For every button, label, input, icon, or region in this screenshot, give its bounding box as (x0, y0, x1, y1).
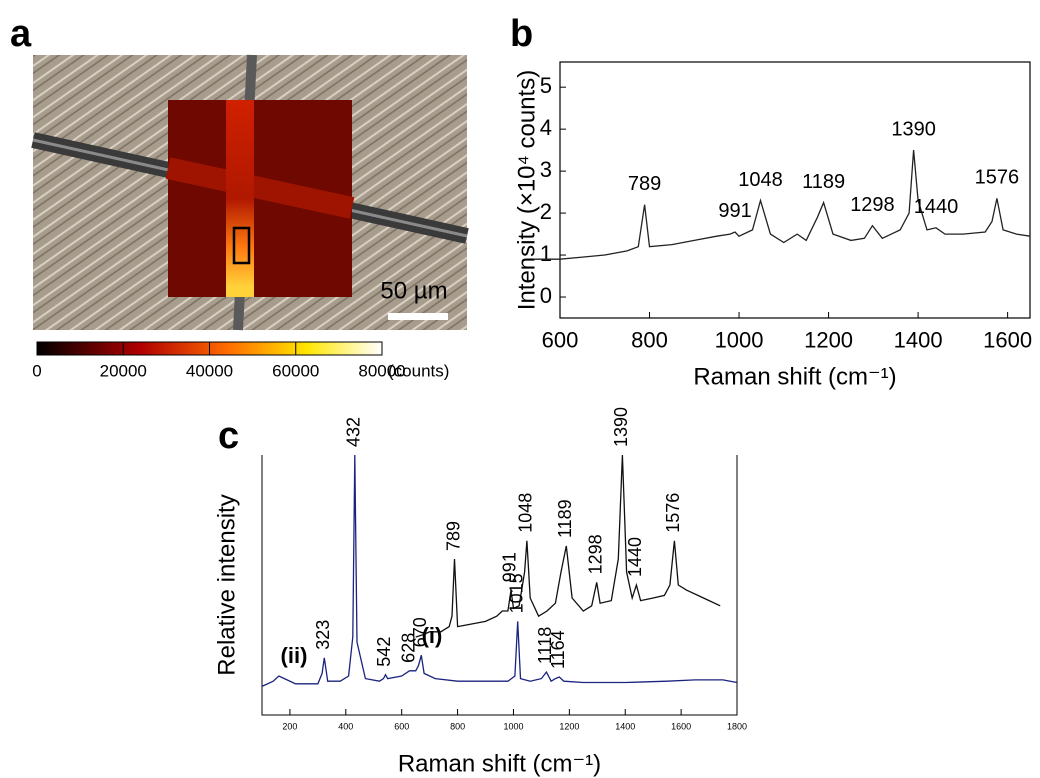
peak-label: 1048 (738, 169, 783, 191)
colorbar-tick-label: 20000 (100, 361, 147, 380)
colorbar-tick-label: 40000 (186, 361, 233, 380)
y-axis-label: Relative intensity (213, 494, 240, 675)
x-tick-label: 600 (394, 721, 409, 731)
peak-label: 432 (344, 417, 364, 447)
y-tick-label: 2 (540, 199, 552, 224)
peak-label: 1048 (516, 493, 536, 533)
peak-label: 1164 (548, 630, 568, 669)
peak-label: 789 (443, 521, 463, 551)
y-tick-label: 3 (540, 157, 552, 182)
peak-label: 323 (313, 620, 333, 650)
x-tick-label: 1200 (804, 328, 853, 353)
peak-label: 1015 (506, 573, 526, 613)
peak-label: 1298 (850, 194, 895, 216)
scale-bar-label: 50 µm (380, 277, 447, 304)
x-tick-label: 1000 (503, 721, 523, 731)
peak-label: 1576 (663, 493, 683, 533)
x-axis-label: Raman shift (cm⁻¹) (398, 750, 601, 777)
x-tick-label: 800 (450, 721, 465, 731)
colorbar-unit: (counts) (388, 361, 449, 380)
colorbar-tick-label: 60000 (272, 361, 319, 380)
peak-label: 1576 (975, 167, 1020, 189)
x-tick-label: 200 (282, 721, 297, 731)
y-tick-label: 1 (540, 241, 552, 266)
peak-label: 1298 (585, 534, 605, 574)
peak-label: 991 (718, 200, 751, 222)
y-axis-label: Intensity (×10⁴ counts) (513, 70, 540, 310)
peak-label: 1440 (914, 196, 959, 218)
x-tick-label: 1800 (727, 721, 747, 731)
x-tick-label: 600 (542, 328, 579, 353)
x-tick-label: 1600 (983, 328, 1032, 353)
x-tick-label: 1600 (671, 721, 691, 731)
peak-label: 670 (410, 617, 430, 647)
peak-label: 1440 (625, 537, 645, 577)
peak-label: 1189 (555, 499, 575, 538)
peak-label: 1390 (611, 407, 631, 447)
x-tick-label: 1000 (715, 328, 764, 353)
x-axis-label: Raman shift (cm⁻¹) (693, 363, 896, 390)
colorbar-tick-label: 0 (32, 361, 41, 380)
y-tick-label: 0 (540, 283, 552, 308)
y-tick-label: 4 (540, 115, 552, 140)
peak-label: 1189 (802, 171, 845, 193)
panel-letter: a (10, 13, 32, 55)
y-tick-label: 5 (540, 73, 552, 98)
x-tick-label: 1400 (615, 721, 635, 731)
x-tick-label: 1200 (559, 721, 579, 731)
peak-label: 1390 (891, 118, 936, 140)
x-tick-label: 800 (631, 328, 668, 353)
peak-label: 789 (628, 173, 661, 195)
x-tick-label: 400 (338, 721, 353, 731)
panel-letter: c (218, 415, 239, 457)
peak-label: 542 (374, 637, 394, 667)
figure: a b c 50 µm 020000400006000080000(counts… (0, 0, 1040, 778)
series-label: (ii) (281, 643, 308, 668)
x-tick-label: 1400 (894, 328, 943, 353)
panel-letter: b (510, 13, 533, 55)
